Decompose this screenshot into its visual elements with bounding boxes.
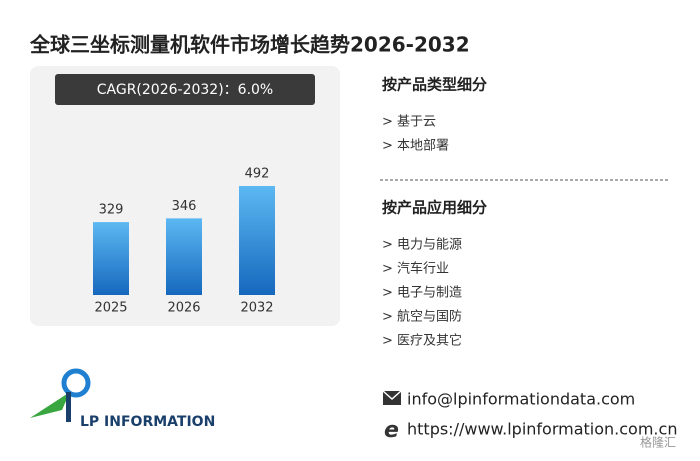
cagr-box bbox=[55, 74, 315, 105]
bar bbox=[239, 186, 275, 295]
x-tick-label: 2026 bbox=[167, 301, 200, 316]
segment-item: > 医疗及其它 bbox=[382, 333, 462, 349]
segment-item: > 汽车行业 bbox=[382, 261, 449, 277]
segment-item: > 基于云 bbox=[382, 115, 436, 130]
email-icon bbox=[382, 390, 402, 405]
watermark: 格隆汇 bbox=[640, 435, 676, 450]
page-title: 全球三坐标测量机软件市场增长趋势2026-2032 bbox=[29, 33, 470, 57]
segment-heading: 按产品类型细分 bbox=[382, 76, 487, 94]
web-icon: e bbox=[384, 418, 399, 443]
segment-heading: 按产品应用细分 bbox=[382, 199, 487, 217]
bar bbox=[166, 218, 202, 295]
cagr-label: CAGR(2026-2032)：6.0% bbox=[97, 82, 273, 98]
email: info@lpinformationdata.com bbox=[407, 390, 635, 409]
segment-item: > 本地部署 bbox=[382, 139, 449, 154]
segment-item: > 航空与国防 bbox=[382, 309, 462, 325]
bar bbox=[93, 222, 129, 295]
x-tick-label: 2032 bbox=[240, 301, 273, 316]
logo-mark bbox=[30, 368, 91, 422]
segment-item: > 电子与制造 bbox=[382, 286, 462, 301]
segment-item: > 电力与能源 bbox=[382, 238, 462, 253]
website: https://www.lpinformation.com.cn bbox=[407, 420, 677, 439]
x-tick-label: 2025 bbox=[94, 301, 127, 316]
logo-text: LP INFORMATION bbox=[80, 414, 215, 430]
value-label: 329 bbox=[99, 203, 124, 218]
bar-chart: 329 2025 346 2026 492 2032 bbox=[93, 167, 275, 316]
value-label: 346 bbox=[172, 199, 197, 214]
value-label: 492 bbox=[245, 167, 270, 182]
